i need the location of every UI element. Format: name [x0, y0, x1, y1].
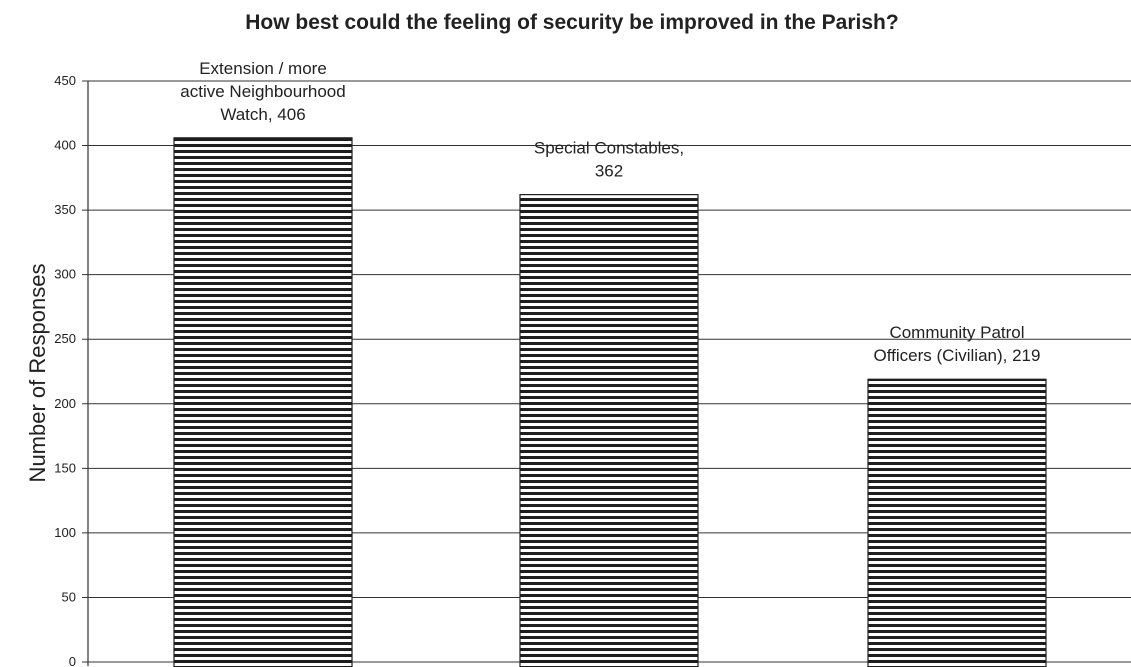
bar [173, 137, 353, 667]
y-tick-label: 350 [54, 202, 76, 217]
chart-title: How best could the feeling of security b… [245, 11, 898, 34]
y-tick-label: 450 [54, 73, 76, 88]
y-tick-label: 400 [54, 138, 76, 153]
y-tick-label: 100 [54, 525, 76, 540]
y-tick-label: 50 [62, 589, 76, 604]
bars [173, 137, 1047, 667]
y-axis-ticks: 0 50 100 150 200 250 300 350 400 450 [54, 73, 76, 667]
y-tick-label: 150 [54, 460, 76, 475]
data-label: 362 [595, 162, 623, 181]
y-tick-label: 250 [54, 331, 76, 346]
data-label: Watch, 406 [220, 105, 305, 124]
y-tick-label: 200 [54, 396, 76, 411]
data-label: Special Constables, [534, 139, 684, 158]
data-label: active Neighbourhood [180, 82, 345, 101]
data-label: Officers (Civilian), 219 [874, 346, 1041, 365]
bar [867, 378, 1047, 667]
data-label: Extension / more [199, 59, 327, 78]
y-tick-label: 0 [69, 654, 76, 667]
y-tick-label: 300 [54, 267, 76, 282]
y-axis-label: Number of Responses [25, 264, 50, 483]
data-labels: Extension / more active Neighbourhood Watc… [180, 59, 1040, 365]
data-label: Community Patrol [889, 323, 1024, 342]
bar [519, 194, 699, 667]
